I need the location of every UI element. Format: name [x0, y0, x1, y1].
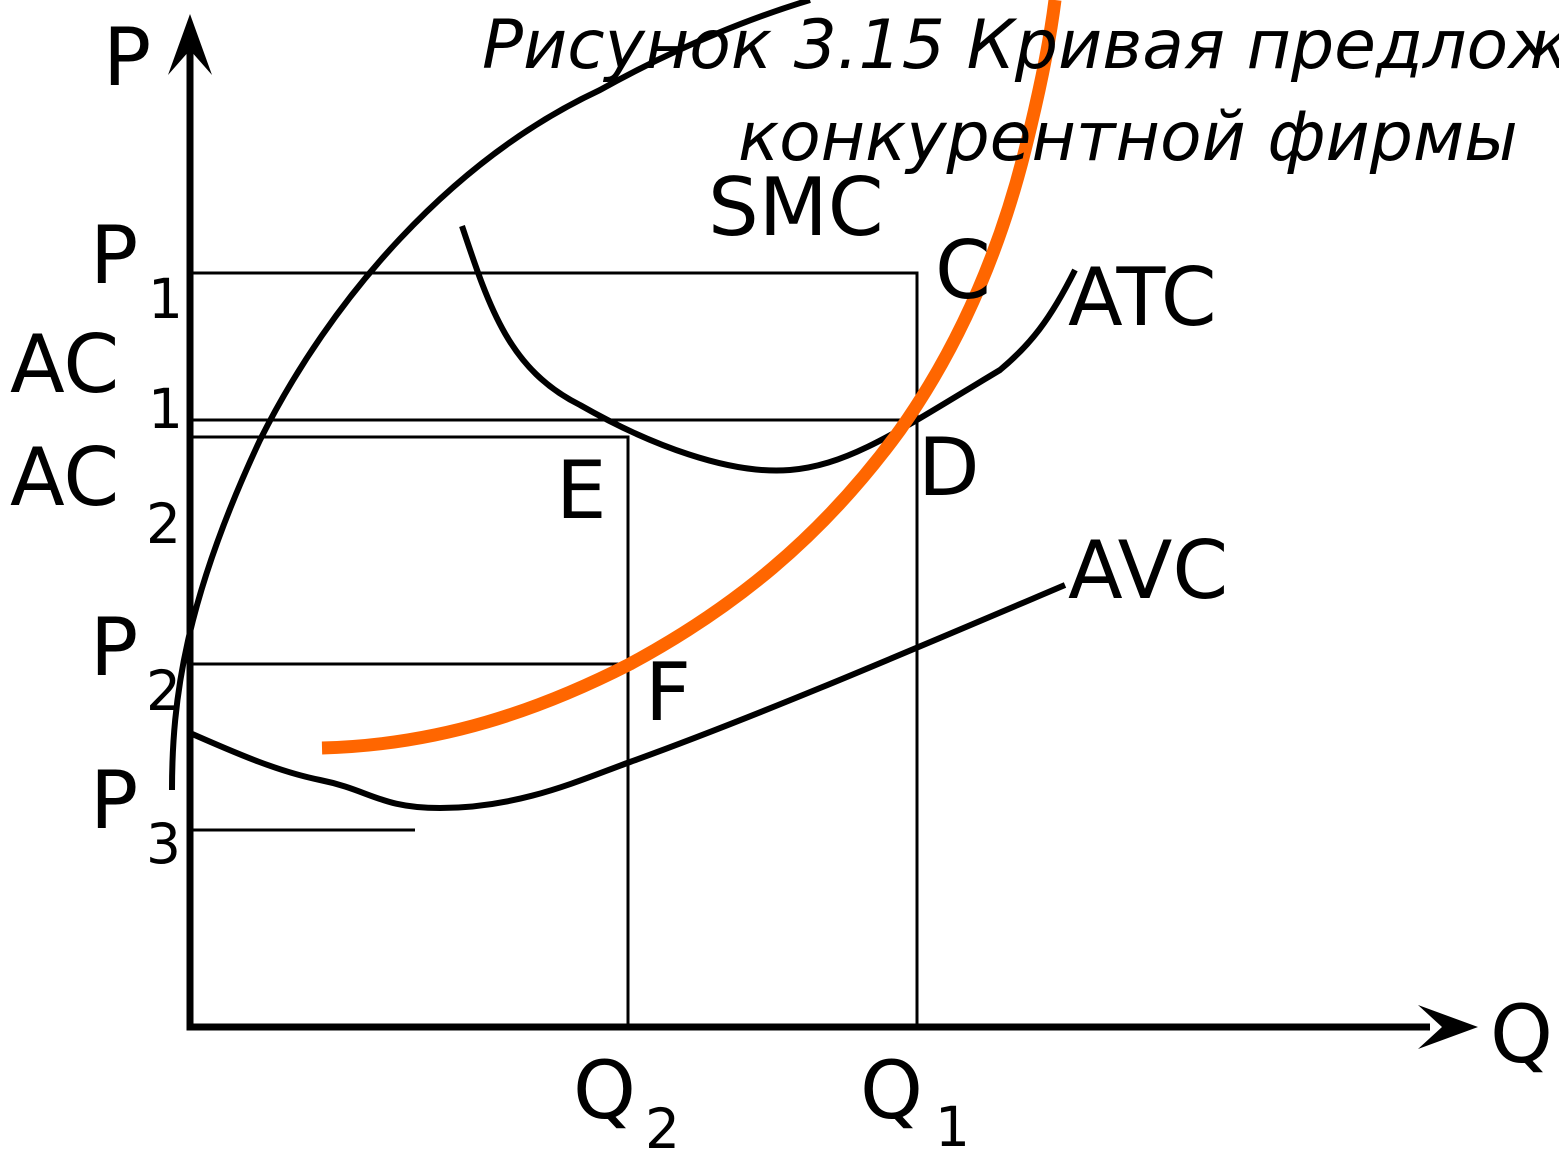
avc-curve [188, 582, 1067, 812]
atc-curve [459, 225, 1078, 474]
y-label-sub: 2 [146, 659, 181, 723]
y-label: P [90, 601, 138, 694]
y-label: AC [10, 431, 119, 524]
x-label: Q [573, 1044, 636, 1137]
guide-lines [190, 271, 919, 1027]
y-label-sub: 1 [148, 267, 183, 331]
curve [169, 0, 811, 791]
y-label: P [90, 209, 138, 302]
x-axis-label: Q [1490, 988, 1553, 1081]
smc-curve [321, 0, 1062, 755]
x-arrow [1418, 1005, 1478, 1049]
y-label-sub: 1 [148, 377, 183, 441]
point-label: E [556, 444, 607, 537]
point-label: D [918, 421, 980, 514]
y-label-sub: 3 [146, 812, 181, 876]
x-label-sub: 2 [645, 1097, 680, 1151]
title-line: Рисунок 3.15 Кривая предложе [482, 6, 1559, 85]
y-label: P [90, 754, 138, 847]
curve-label: SMC [708, 161, 884, 254]
axis-line [186, 30, 1430, 1031]
guide-line [190, 435, 630, 1027]
y-label-sub: 2 [146, 492, 181, 556]
y-arrow [168, 14, 212, 75]
title-line: конкурентной фирмы [738, 98, 1518, 177]
x-label-sub: 1 [935, 1095, 970, 1151]
curve-label: ATC [1068, 251, 1217, 344]
x-label: Q [860, 1044, 923, 1137]
point-label: F [645, 646, 691, 739]
axes [168, 14, 1478, 1049]
guide-line [190, 271, 919, 1027]
y-axis-label: P [103, 11, 151, 104]
curve-label: AVC [1068, 524, 1228, 617]
point-label: C [935, 224, 991, 317]
y-label: AC [10, 318, 119, 411]
